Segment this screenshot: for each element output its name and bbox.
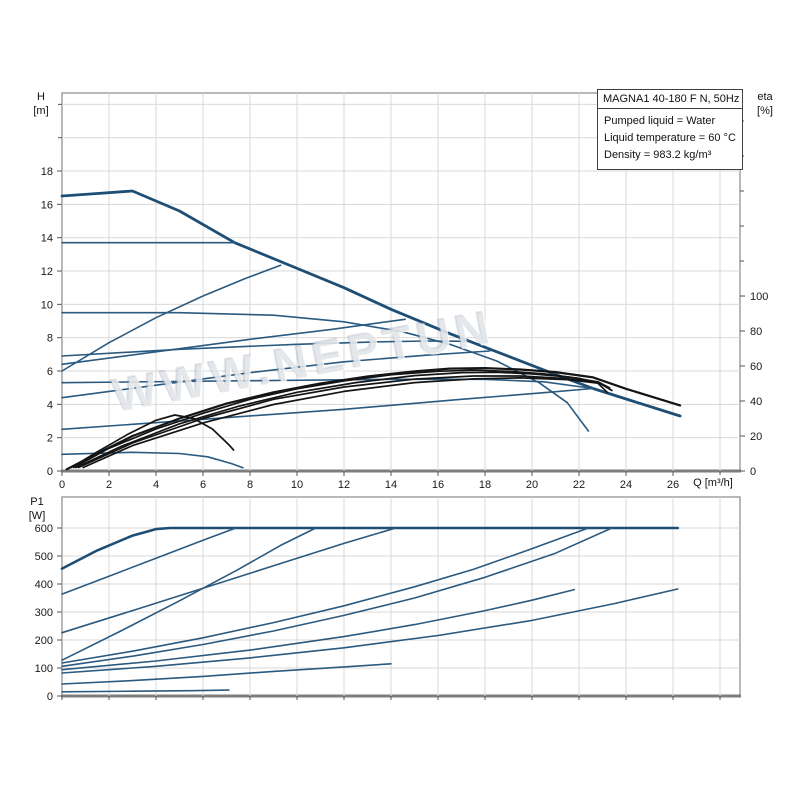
hq-y-tick-label: 12 [41, 266, 53, 278]
prop-pressure-2-curve [61, 318, 406, 366]
power-9-curve [61, 662, 392, 685]
eta-tick-label: 20 [750, 431, 762, 443]
power-2-curve [61, 527, 237, 595]
max-speed-head-curve [60, 189, 682, 418]
power-3-curve [61, 527, 397, 634]
min-speed-head-curve [61, 451, 244, 469]
power-7-curve [61, 588, 576, 671]
power-axis-unit: [W] [28, 509, 46, 522]
min-power-curve [61, 689, 230, 693]
pump-info-box: MAGNA1 40-180 F N, 50Hz Pumped liquid = … [597, 89, 743, 171]
eta-axis-symbol: eta [757, 91, 773, 103]
hq-x-tick-label: 2 [106, 479, 112, 491]
eta-tick-label: 40 [750, 396, 762, 408]
efficiency-5-curve [82, 377, 609, 469]
head-axis-unit: [m] [33, 104, 49, 117]
hq-x-tick-label: 26 [667, 479, 679, 491]
p1-y-tick-label: 600 [35, 523, 53, 535]
hq-x-tick-label: 24 [620, 479, 632, 491]
head-axis-symbol: H [37, 91, 45, 103]
eta-axis-unit: [%] [757, 104, 773, 117]
eta-tick-label: 80 [750, 326, 762, 338]
power-4-curve [61, 527, 317, 662]
hq-y-tick-label: 2 [47, 433, 53, 445]
efficiency-4-curve [77, 375, 597, 469]
p1-y-tick-label: 100 [35, 663, 53, 675]
p1-y-tick-label: 0 [47, 691, 53, 703]
hq-y-tick-label: 16 [41, 199, 53, 211]
max-power-curve [60, 526, 680, 570]
power-axis-label: P1 [W] [22, 496, 52, 524]
p1-y-tick-label: 200 [35, 635, 53, 647]
hq-x-tick-label: 12 [338, 479, 350, 491]
hq-y-tick-label: 14 [41, 233, 53, 245]
p1-y-tick-label: 500 [35, 551, 53, 563]
hq-x-tick-label: 20 [526, 479, 538, 491]
efficiency-max-curve [65, 367, 682, 471]
p1-curves [60, 526, 680, 693]
hq-x-tick-label: 10 [291, 479, 303, 491]
hq-x-tick-label: 0 [59, 479, 65, 491]
const-pressure-2-curve [61, 378, 594, 390]
efficiency-min-curve [70, 414, 235, 469]
hq-x-tick-label: 18 [479, 479, 491, 491]
hq-x-tick-label: 14 [385, 479, 397, 491]
hq-x-tick-label: 4 [153, 479, 159, 491]
hq-ticks: 0 2 4 6 8 10 12 14 16 18 20 22 24 2602468101214161802… [41, 103, 768, 491]
hq-x-tick-label: 16 [432, 479, 444, 491]
hq-y-tick-label: 10 [41, 299, 53, 311]
hq-panel [61, 92, 741, 473]
density-line: Density = 983.2 kg/m³ [604, 149, 712, 162]
prop-pressure-max-curve [61, 264, 282, 372]
hq-y-tick-label: 4 [47, 399, 53, 411]
hq-x-tick-label: 8 [247, 479, 253, 491]
hq-x-tick-label: 22 [573, 479, 585, 491]
efficiency-3-curve [75, 371, 611, 469]
eta-tick-label: 0 [750, 466, 756, 478]
power-axis-symbol: P1 [30, 496, 44, 508]
pumped-liquid-line: Pumped liquid = Water [604, 115, 716, 127]
pump-conditions: Pumped liquid = Water Liquid temperature… [598, 109, 742, 169]
p1-y-tick-label: 300 [35, 607, 53, 619]
hq-x-tick-label: 6 [200, 479, 206, 491]
hq-y-tick-label: 0 [47, 466, 53, 478]
hq-y-tick-label: 18 [41, 166, 53, 178]
p1-panel [61, 496, 741, 698]
p1-ticks: 0 100 200 300 400 500 600 [35, 523, 721, 703]
head-axis-label: H [m] [28, 91, 54, 119]
hq-y-tick-label: 8 [47, 333, 53, 345]
eta-tick-label: 60 [750, 361, 762, 373]
flow-axis-label: Q [m³/h] [693, 477, 733, 489]
hq-y-tick-label: 6 [47, 366, 53, 378]
p1-y-tick-label: 400 [35, 579, 53, 591]
prop-pressure-1-curve [61, 350, 491, 399]
power-6-curve [61, 527, 613, 668]
liquid-temperature-line: Liquid temperature = 60 °C [604, 132, 736, 145]
prop-pressure-3-curve [61, 340, 470, 357]
eta-tick-label: 100 [750, 291, 768, 303]
hq-curves [60, 189, 682, 471]
power-5-curve [61, 527, 590, 664]
power-8-curve [61, 588, 679, 674]
pump-title: MAGNA1 40-180 F N, 50Hz [598, 90, 742, 109]
eta-axis-label: eta [%] [748, 91, 782, 119]
